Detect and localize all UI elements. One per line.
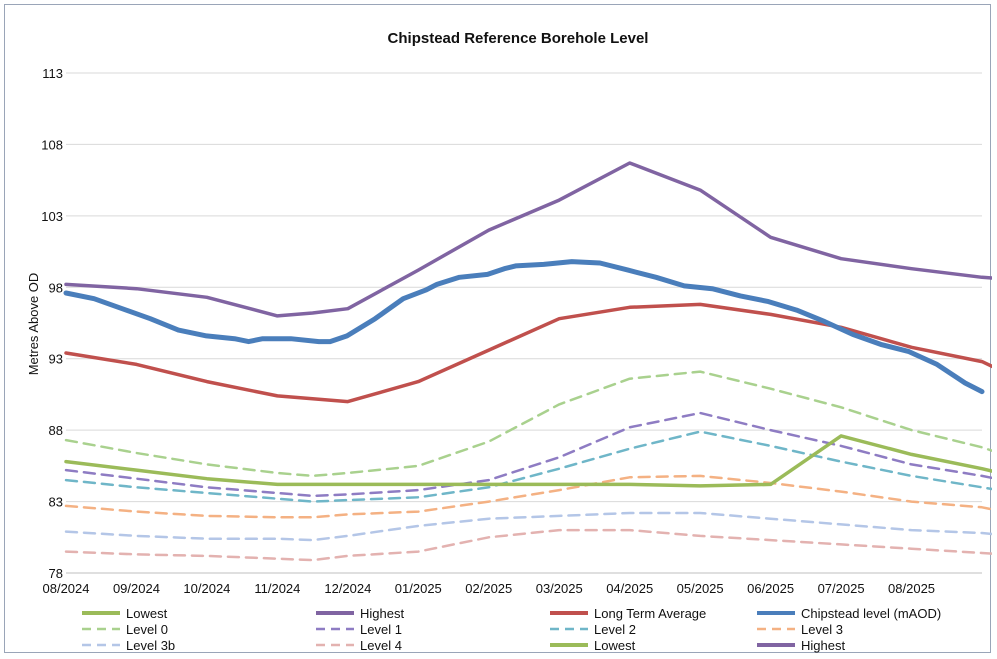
legend: Lowest Highest Long Term Average Chipstead …	[82, 606, 941, 653]
y-tick-labels: 78 83 88 93 98 103 108 113	[41, 66, 63, 581]
y-tick-78: 78	[49, 566, 63, 581]
x-tick-03-2025: 03/2025	[536, 581, 583, 596]
x-tick-08-2024: 08/2024	[43, 581, 90, 596]
x-tick-04-2025: 04/2025	[606, 581, 653, 596]
series-lines	[63, 161, 992, 562]
x-tick-10-2024: 10/2024	[183, 581, 230, 596]
series-line-level-2	[64, 430, 992, 503]
x-tick-11-2024: 11/2024	[254, 581, 300, 596]
series-line-long-term-average	[64, 302, 992, 404]
series-line-level-3	[64, 474, 992, 519]
x-tick-07-2025: 07/2025	[818, 581, 865, 596]
legend-label-7: Level 3	[801, 622, 843, 637]
legend-label-5: Level 1	[360, 622, 402, 637]
legend-label-4: Level 0	[126, 622, 168, 637]
x-tick-05-2025: 05/2025	[677, 581, 724, 596]
y-tick-83: 83	[49, 495, 63, 510]
legend-label-8: Level 3b	[126, 638, 175, 653]
y-tick-93: 93	[49, 352, 63, 367]
series-line-level-0	[64, 370, 992, 478]
series-line-lowest	[64, 434, 992, 488]
y-tick-88: 88	[49, 423, 63, 438]
x-tick-12-2024: 12/2024	[324, 581, 371, 596]
series-line-level-4	[64, 528, 992, 562]
chart-title: Chipstead Reference Borehole Level	[388, 30, 649, 47]
series-line-highest	[64, 161, 992, 318]
chart-frame: Chipstead Reference Borehole Level Metre…	[4, 4, 992, 653]
y-tick-113: 113	[42, 66, 63, 81]
legend-label-0: Lowest	[126, 606, 168, 621]
legend-label-9: Level 4	[360, 638, 402, 653]
x-tick-01-2025: 01/2025	[395, 581, 442, 596]
grid-lines	[66, 72, 982, 574]
y-tick-108: 108	[41, 137, 63, 152]
legend-label-10: Lowest	[594, 638, 636, 653]
series-line-level-1	[64, 411, 992, 498]
legend-label-11: Highest	[801, 638, 845, 653]
y-axis-label: Metres Above OD	[26, 273, 41, 376]
x-tick-02-2025: 02/2025	[465, 581, 512, 596]
x-tick-09-2024: 09/2024	[113, 581, 160, 596]
x-tick-06-2025: 06/2025	[747, 581, 794, 596]
series-line-level-3b	[64, 511, 992, 542]
legend-label-6: Level 2	[594, 622, 636, 637]
legend-label-2: Long Term Average	[594, 606, 706, 621]
x-tick-labels: 08/2024 09/2024 10/2024 11/2024 12/2024 01/20…	[43, 581, 936, 596]
y-tick-98: 98	[49, 280, 63, 295]
legend-label-3: Chipstead level (mAOD)	[801, 606, 941, 621]
x-tick-08-2025: 08/2025	[888, 581, 935, 596]
chart: Chipstead Reference Borehole Level Metre…	[26, 30, 992, 653]
legend-label-1: Highest	[360, 606, 404, 621]
series-line-chipstead-level-maod-	[63, 259, 985, 395]
y-tick-103: 103	[41, 209, 63, 224]
